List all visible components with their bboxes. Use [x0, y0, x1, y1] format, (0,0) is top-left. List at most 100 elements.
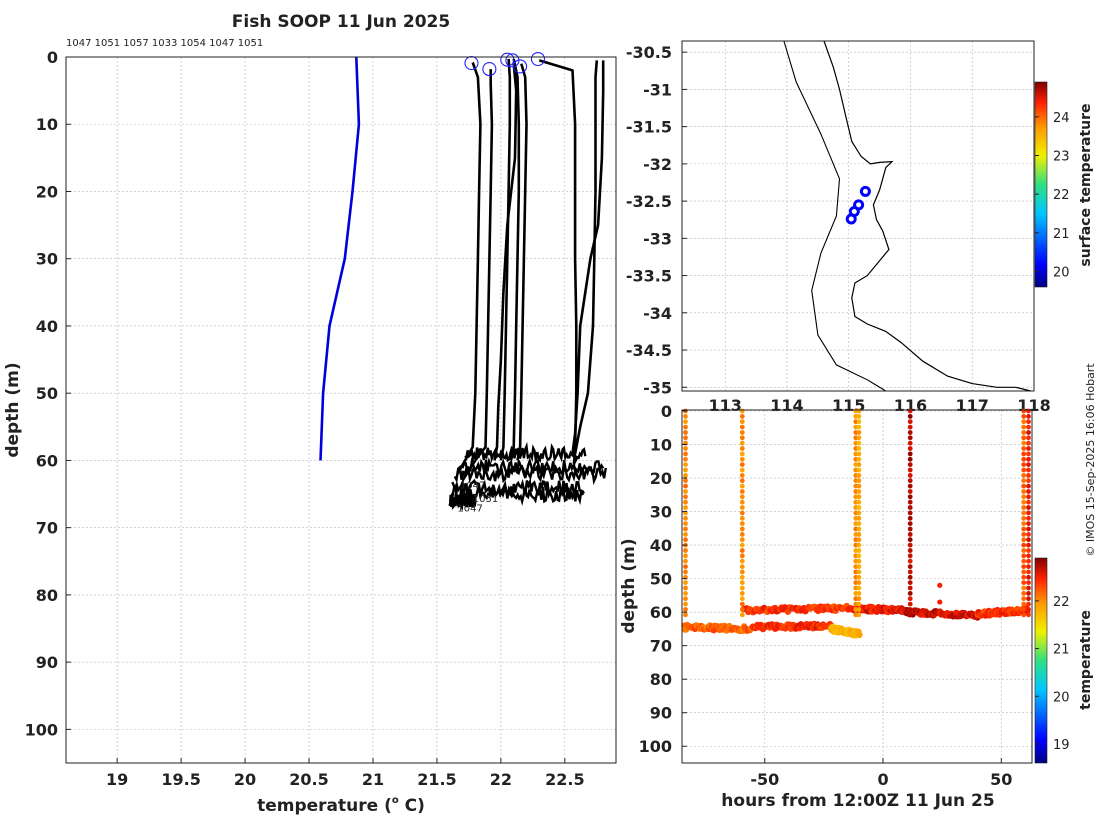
coastline — [823, 40, 1032, 392]
cast-point — [683, 473, 688, 478]
cast-point — [856, 564, 862, 569]
profile-ylabel: depth (m) — [3, 362, 23, 457]
profile-frame — [65, 56, 617, 764]
isolated-point — [937, 582, 943, 588]
cast-point — [1021, 558, 1027, 564]
cast-point — [856, 435, 862, 441]
cast-point — [856, 607, 862, 612]
profile-y-tick-label: 90 — [36, 653, 58, 672]
cast-point — [1021, 489, 1027, 494]
cast-point — [907, 483, 913, 489]
cast-point — [907, 510, 913, 516]
cast-point — [907, 612, 913, 618]
cast-point — [1026, 489, 1031, 494]
cast-point — [856, 483, 862, 489]
cast-point — [856, 505, 862, 510]
cast-point — [907, 569, 913, 575]
cast-point — [907, 505, 913, 510]
time-depth-y-tick-label: 10 — [650, 436, 672, 455]
cast-point — [907, 408, 913, 414]
cast-point — [856, 440, 862, 446]
time-depth-colorbar-label: temperature — [1078, 610, 1094, 710]
cast-point — [907, 473, 913, 478]
cast-point — [739, 596, 745, 602]
profile-bottom-band — [461, 456, 605, 478]
cast-point — [907, 564, 913, 569]
cast-point — [907, 515, 913, 521]
cast-point — [856, 489, 862, 494]
profile-x-tick-label: 21.5 — [417, 770, 456, 789]
cast-point — [1026, 580, 1031, 585]
profile-grid — [66, 56, 616, 763]
cast-point — [683, 537, 688, 543]
time-depth-y-tick-label: 50 — [650, 570, 672, 589]
time-depth-points — [681, 408, 1031, 639]
cast-point — [683, 446, 688, 451]
profile-bottom-band — [448, 492, 477, 511]
cast-point — [683, 451, 688, 457]
cast-point — [1021, 515, 1027, 521]
cast-point — [1021, 510, 1027, 516]
time-depth-colorbar — [1034, 557, 1048, 764]
time-depth-ticks: -50 0 50 0 10 20 30 40 50 60 70 80 90 100 — [639, 402, 1013, 789]
profile-y-tick-label: 30 — [36, 250, 58, 269]
time-depth-y-tick-label: 30 — [650, 503, 672, 522]
cast-point — [739, 462, 745, 467]
cast-point — [856, 580, 862, 585]
cast-point — [856, 424, 862, 430]
cast-point — [1021, 612, 1027, 618]
profile-y-tick-label: 60 — [36, 451, 58, 470]
cast-point — [1021, 499, 1027, 505]
cast-point — [1021, 580, 1027, 585]
cast-point — [739, 601, 745, 607]
cast-point — [683, 467, 688, 473]
cast-point — [1021, 478, 1027, 484]
cast-point — [1021, 548, 1027, 553]
shelf-contour — [783, 40, 887, 392]
cast-point — [907, 424, 913, 430]
cast-point — [739, 607, 745, 612]
cast-point — [907, 607, 913, 612]
map-colorbar-tick-label: 20 — [1053, 266, 1070, 281]
cast-point — [907, 419, 913, 425]
cast-point — [856, 526, 862, 532]
xlabel-superscript: o — [392, 795, 399, 806]
cast-point — [856, 515, 862, 521]
cast-point — [1026, 591, 1031, 596]
cast-point — [683, 494, 688, 500]
cast-point — [1026, 515, 1031, 521]
cast-point — [739, 515, 745, 521]
cast-point — [683, 456, 688, 462]
cast-point — [907, 601, 913, 607]
cast-point — [1026, 532, 1031, 537]
cast-point — [907, 542, 913, 548]
profile-y-tick-label: 10 — [36, 115, 58, 134]
cast-point — [739, 505, 745, 510]
profile-y-tick-label: 50 — [36, 384, 58, 403]
cast-point — [856, 537, 862, 543]
cast-point — [739, 574, 745, 580]
cast-point — [907, 489, 913, 494]
cast-point — [739, 564, 745, 569]
cast-point — [683, 505, 688, 510]
cast-point — [907, 526, 913, 532]
cast-point — [1021, 446, 1027, 451]
cast-point — [1021, 564, 1027, 569]
cast-point — [1026, 451, 1031, 457]
cast-point — [907, 532, 913, 537]
cast-point — [856, 532, 862, 537]
cast-point — [739, 473, 745, 478]
cast-point — [1021, 424, 1027, 430]
time-depth-xlabel: hours from 12:00Z 11 Jun 25 — [721, 791, 994, 811]
cast-point — [856, 451, 862, 457]
cast-point — [856, 494, 862, 500]
profile-ticks: 19 19.5 20 20.5 21 21.5 22 22.5 0 10 20 30 40 50 60 70 8… — [25, 48, 585, 789]
cast-point — [683, 414, 688, 419]
cast-point — [683, 489, 688, 494]
cast-point — [739, 569, 745, 575]
profile-y-tick-label: 0 — [47, 48, 58, 67]
credit-text: © IMOS 15-Sep-2025 16:06 Hobart — [1084, 363, 1097, 557]
cast-point — [1021, 526, 1027, 532]
cast-point — [1021, 596, 1027, 602]
cast-point — [1026, 456, 1031, 462]
